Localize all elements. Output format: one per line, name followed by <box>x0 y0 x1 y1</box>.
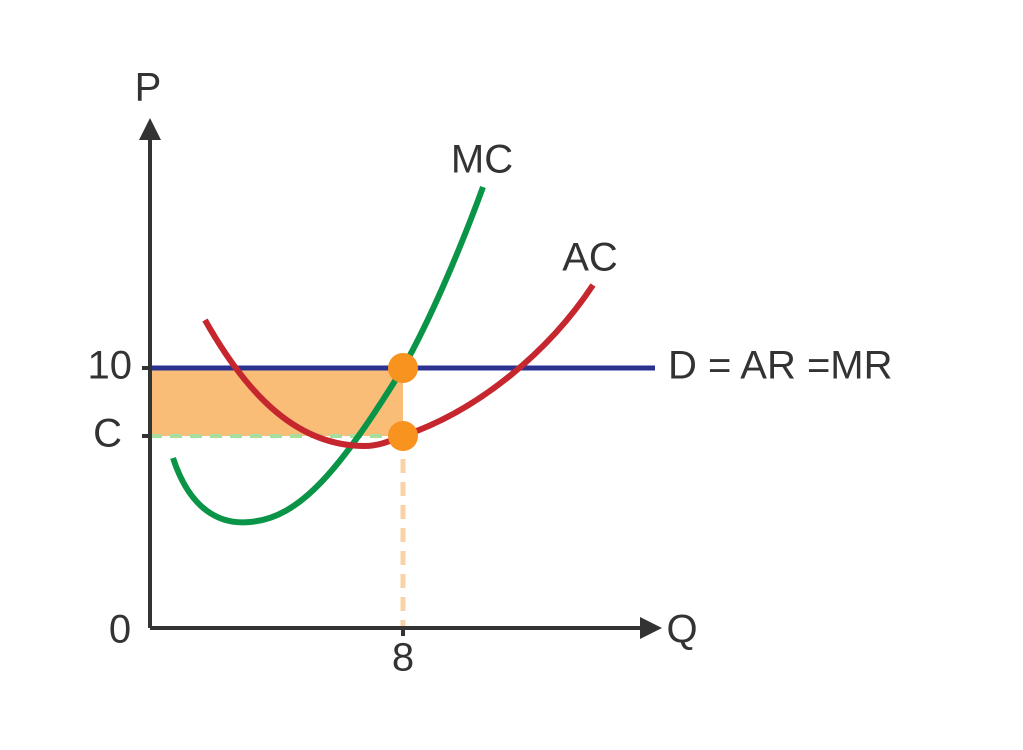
origin-label: 0 <box>109 608 131 652</box>
ac-label: AC <box>562 236 618 280</box>
mc-curve <box>170 185 486 526</box>
mc-label: MC <box>451 138 513 182</box>
demand-label: D = AR =MR <box>668 344 893 388</box>
x-axis-label: Q <box>666 608 697 652</box>
x-tick-label: 8 <box>392 636 414 680</box>
y-tick-label: C <box>93 412 122 456</box>
ac-curve <box>202 283 596 450</box>
y-axis-label: P <box>135 66 162 110</box>
y-tick-label: 10 <box>88 344 133 388</box>
equilibrium-point <box>388 353 418 383</box>
y-arrow <box>139 118 161 140</box>
cost-point <box>388 421 418 451</box>
x-arrow <box>640 617 662 639</box>
profit-area <box>150 368 403 436</box>
